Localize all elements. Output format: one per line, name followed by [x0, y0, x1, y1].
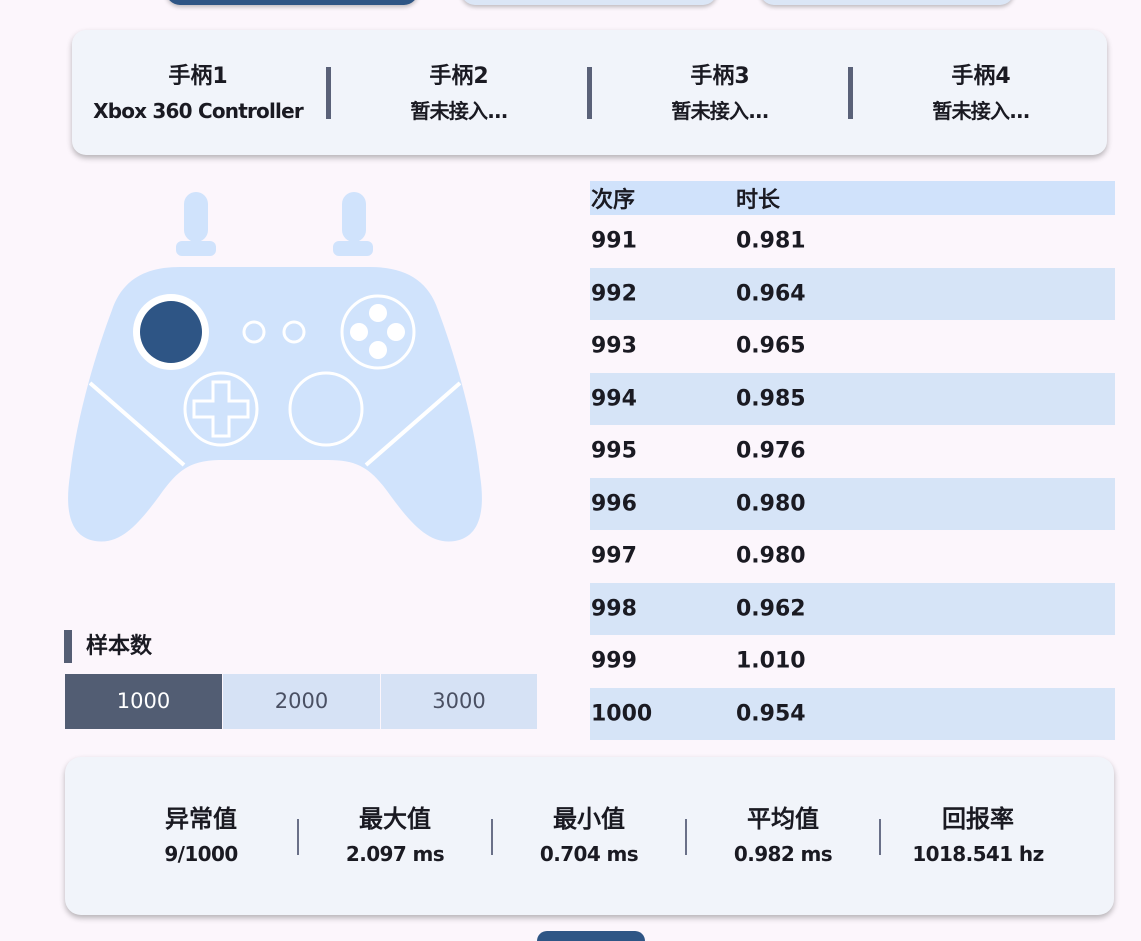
controller-selector: 手柄1 Xbox 360 Controller 手柄2 暂未接入... 手柄3 …	[72, 30, 1107, 155]
row-index: 999	[591, 648, 637, 674]
top-tab-button-2[interactable]	[461, 0, 717, 5]
row-duration: 0.965	[736, 333, 806, 359]
row-duration: 0.976	[736, 438, 806, 464]
stat-label: 异常值	[165, 805, 237, 833]
section-marker	[64, 630, 72, 663]
sample-option-3000[interactable]: 3000	[381, 674, 537, 729]
row-index: 992	[591, 281, 637, 307]
controller-name: 手柄4	[951, 64, 1011, 89]
controller-name: 手柄1	[168, 64, 228, 89]
table-row: 993 0.965	[590, 320, 1115, 373]
controller-slot-4[interactable]: 手柄4 暂未接入...	[861, 60, 1101, 128]
stat-value: 0.704 ms	[539, 842, 639, 866]
row-duration: 0.981	[736, 228, 806, 254]
sample-option-1000[interactable]: 1000	[65, 674, 222, 729]
stat-divider	[491, 819, 493, 855]
column-header-duration: 时长	[736, 188, 781, 213]
controller-device: 暂未接入...	[932, 99, 1030, 123]
column-header-index: 次序	[591, 188, 636, 213]
stat-value: 2.097 ms	[345, 842, 445, 866]
stat-divider	[297, 819, 299, 855]
row-index: 998	[591, 596, 637, 622]
table-header: 次序 时长	[590, 181, 1115, 215]
row-duration: 1.010	[736, 648, 806, 674]
stat-polling-rate: 回报率 1018.541 hz	[883, 801, 1073, 871]
top-tab-button-1[interactable]	[166, 0, 418, 5]
stat-divider	[685, 819, 687, 855]
controller-divider	[587, 67, 592, 119]
stats-summary: 异常值 9/1000 最大值 2.097 ms 最小值 0.704 ms 平均值…	[65, 757, 1114, 915]
controller-device: 暂未接入...	[410, 99, 508, 123]
table-row: 997 0.980	[590, 530, 1115, 583]
controller-slot-3[interactable]: 手柄3 暂未接入...	[600, 60, 840, 128]
controller-device: 暂未接入...	[671, 99, 769, 123]
stat-value: 0.982 ms	[733, 842, 833, 866]
table-row: 1000 0.954	[590, 687, 1115, 740]
stat-outliers: 异常值 9/1000	[106, 801, 296, 871]
controller-name: 手柄2	[429, 64, 489, 89]
row-duration: 0.962	[736, 596, 806, 622]
controller-slot-1[interactable]: 手柄1 Xbox 360 Controller	[78, 60, 318, 128]
table-row: 996 0.980	[590, 477, 1115, 530]
stat-value: 9/1000	[164, 842, 238, 866]
gamepad-icon	[68, 192, 482, 542]
row-index: 993	[591, 333, 637, 359]
row-index: 995	[591, 438, 637, 464]
row-duration: 0.954	[736, 701, 806, 727]
stat-label: 回报率	[942, 805, 1014, 833]
table-row: 991 0.981	[590, 215, 1115, 268]
table-row: 994 0.985	[590, 372, 1115, 425]
bottom-action-button[interactable]	[537, 931, 645, 941]
row-index: 996	[591, 491, 637, 517]
row-index: 1000	[591, 701, 653, 727]
controller-slot-2[interactable]: 手柄2 暂未接入...	[339, 60, 579, 128]
stat-average: 平均值 0.982 ms	[688, 801, 878, 871]
stat-divider	[879, 819, 881, 855]
row-duration: 0.980	[736, 543, 806, 569]
row-index: 994	[591, 386, 637, 412]
row-duration: 0.985	[736, 386, 806, 412]
sample-option-2000[interactable]: 2000	[223, 674, 380, 729]
controller-divider	[848, 67, 853, 119]
controller-divider	[326, 67, 331, 119]
stat-max: 最大值 2.097 ms	[300, 801, 490, 871]
sample-count-title: 样本数	[86, 634, 153, 659]
stat-label: 平均值	[747, 805, 819, 833]
table-row: 995 0.976	[590, 425, 1115, 478]
table-row: 999 1.010	[590, 635, 1115, 688]
top-tab-button-3[interactable]	[760, 0, 1014, 5]
latency-table: 次序 时长 991 0.981 992 0.964 993 0.965 994 0.98…	[590, 181, 1115, 740]
stat-value: 1018.541 hz	[912, 842, 1044, 866]
row-index: 991	[591, 228, 637, 254]
controller-device: Xbox 360 Controller	[93, 99, 304, 123]
stat-label: 最大值	[359, 805, 431, 833]
row-index: 997	[591, 543, 637, 569]
row-duration: 0.964	[736, 281, 806, 307]
stat-min: 最小值 0.704 ms	[494, 801, 684, 871]
row-duration: 0.980	[736, 491, 806, 517]
controller-name: 手柄3	[690, 64, 750, 89]
stat-label: 最小值	[553, 805, 625, 833]
table-row: 998 0.962	[590, 582, 1115, 635]
table-row: 992 0.964	[590, 267, 1115, 320]
